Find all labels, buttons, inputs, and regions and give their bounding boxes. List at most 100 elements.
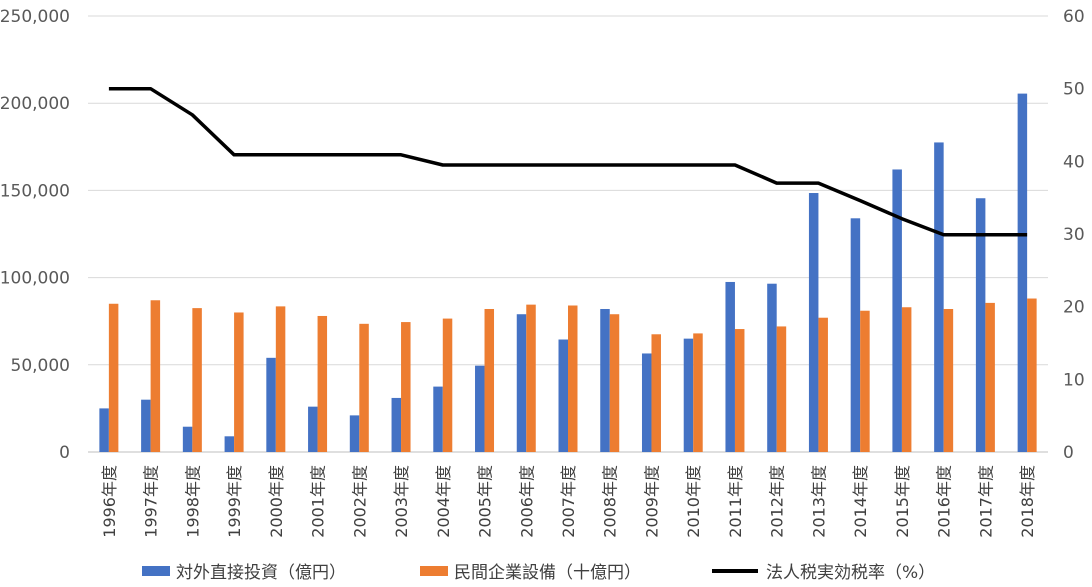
legend-label-fdi: 対外直接投資（億円） (176, 563, 346, 583)
gridlines (88, 15, 1048, 453)
bar-fdi (308, 406, 318, 452)
right-tick-label: 20 (1063, 298, 1085, 318)
category-label: 1999年度 (225, 465, 244, 538)
category-label: 2016年度 (935, 465, 954, 538)
bar-capex (150, 300, 161, 452)
bar-fdi (641, 353, 652, 452)
bar-capex (943, 308, 954, 452)
bar-fdi (141, 399, 151, 452)
legend-item-tax: 法人税実効税率（%） (712, 558, 935, 583)
bar-capex (776, 326, 787, 452)
category-label: 2001年度 (309, 465, 328, 538)
category-labels: 1996年度 1997年度 1998年度 1999年度 2000年度 2001年度 2002… (100, 465, 1037, 538)
bar-fdi (433, 386, 443, 452)
left-axis-ticks: 0 50,000 100,000 150,000 200,000 250,000 (0, 7, 70, 463)
bar-fdi (266, 357, 276, 452)
left-tick-label: 150,000 (0, 181, 70, 201)
bar-capex (317, 315, 328, 452)
category-label: 2002年度 (350, 465, 369, 538)
right-tick-label: 60 (1063, 7, 1085, 27)
bar-fdi (725, 281, 735, 452)
bar-capex (734, 329, 745, 452)
category-label: 2014年度 (851, 465, 870, 538)
bar-capex (526, 304, 536, 452)
legend-item-fdi: 対外直接投資（億円） (142, 558, 346, 583)
category-label: 2009年度 (643, 465, 662, 538)
bar-capex (651, 334, 661, 452)
left-tick-label: 50,000 (11, 356, 70, 376)
category-label: 2007年度 (559, 465, 578, 538)
bar-fdi (391, 397, 402, 452)
bar-capex (818, 317, 828, 452)
bar-fdi (934, 142, 944, 452)
right-tick-label: 0 (1063, 443, 1074, 463)
bar-capex (108, 303, 119, 452)
category-label: 2003年度 (392, 465, 411, 538)
legend: 対外直接投資（億円） 民間企業設備（十億円） 法人税実効税率（%） (0, 558, 1092, 586)
bar-capex (442, 318, 453, 452)
tax-rate-line (108, 86, 1028, 237)
right-tick-label: 30 (1063, 225, 1085, 245)
left-tick-label: 250,000 (0, 7, 70, 27)
bars (99, 93, 1037, 453)
bar-fdi (808, 193, 819, 453)
bar-fdi (516, 314, 527, 452)
right-tick-label: 40 (1063, 152, 1085, 172)
legend-swatch-fdi (142, 565, 170, 576)
bar-fdi (182, 426, 193, 452)
category-label: 1997年度 (142, 465, 161, 538)
bar-fdi (99, 408, 109, 452)
legend-swatch-capex (420, 565, 448, 576)
left-tick-label: 200,000 (0, 94, 70, 114)
bar-capex (609, 314, 620, 452)
legend-item-capex: 民間企業設備（十億円） (420, 558, 641, 583)
legend-swatch-tax (712, 568, 758, 573)
bar-fdi (892, 169, 902, 453)
bar-fdi (224, 436, 235, 452)
category-label: 2000年度 (267, 465, 286, 538)
bar-capex (693, 333, 703, 452)
legend-label-capex: 民間企業設備（十億円） (454, 563, 641, 583)
bar-capex (985, 302, 995, 452)
bar-fdi (850, 218, 861, 452)
bar-capex (901, 307, 912, 452)
left-tick-label: 0 (59, 443, 70, 463)
category-label: 2013年度 (809, 465, 828, 538)
category-label: 2012年度 (768, 465, 787, 538)
category-label: 2006年度 (517, 465, 536, 538)
category-label: 2010年度 (684, 465, 703, 538)
category-label: 2008年度 (601, 465, 620, 538)
tax-rate-series-line (108, 86, 1028, 237)
legend-label-tax: 法人税実効税率（%） (766, 563, 936, 583)
category-label: 2011年度 (726, 465, 745, 538)
bar-capex (568, 305, 578, 452)
bar-fdi (1017, 93, 1028, 452)
bar-fdi (558, 339, 568, 452)
bar-fdi (349, 415, 360, 452)
category-label: 2015年度 (893, 465, 912, 538)
bar-capex (401, 322, 411, 452)
bar-capex (484, 308, 495, 452)
bar-fdi (600, 308, 610, 452)
right-axis-ticks: 0 10 20 30 40 50 60 (1063, 7, 1085, 463)
category-label: 1998年度 (183, 465, 202, 538)
bar-capex (860, 310, 870, 452)
left-tick-label: 100,000 (0, 269, 70, 289)
bar-capex (1027, 298, 1037, 452)
chart: 0 50,000 100,000 150,000 200,000 250,000 0 10 2… (0, 7, 1085, 538)
bar-capex (192, 308, 202, 452)
category-label: 2005年度 (476, 465, 495, 538)
right-tick-label: 10 (1063, 370, 1085, 390)
bar-fdi (975, 198, 986, 452)
category-label: 2017年度 (976, 465, 995, 538)
bar-fdi (475, 365, 485, 452)
bar-capex (359, 323, 369, 452)
right-tick-label: 50 (1063, 80, 1085, 100)
bar-capex (275, 306, 286, 452)
category-label: 1996年度 (100, 465, 119, 538)
category-label: 2018年度 (1018, 465, 1037, 538)
bar-fdi (767, 283, 777, 452)
category-label: 2004年度 (434, 465, 453, 538)
bar-fdi (683, 338, 694, 452)
bar-capex (234, 312, 244, 452)
